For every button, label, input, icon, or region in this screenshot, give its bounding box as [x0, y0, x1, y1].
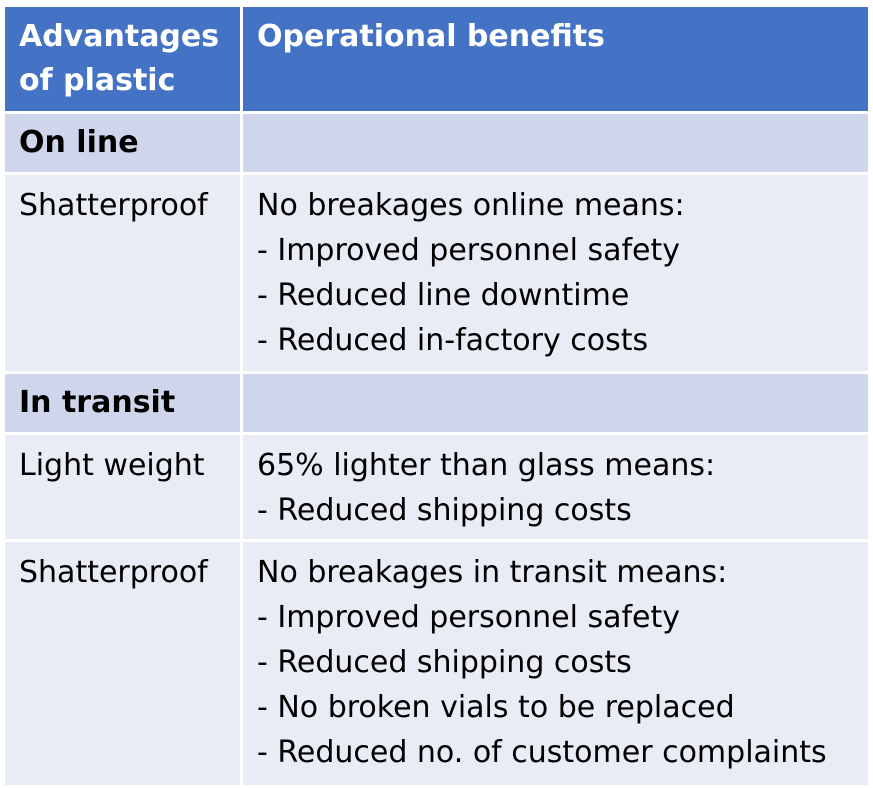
benefit-line: - Reduced shipping costs: [257, 493, 632, 528]
section-title: On line: [2, 111, 243, 175]
header-advantages: Advantages of plastic: [2, 4, 243, 114]
benefit-line: No breakages online means:: [257, 188, 685, 223]
table-row: Light weight 65% lighter than glass mean…: [2, 432, 871, 542]
advantage-cell: Light weight: [2, 432, 243, 542]
section-empty-cell: [240, 111, 871, 175]
advantage-cell: Shatterproof: [2, 539, 243, 788]
benefit-line: No breakages in transit means:: [257, 555, 728, 590]
benefit-line: 65% lighter than glass means:: [257, 448, 716, 483]
benefit-line: - No broken vials to be replaced: [257, 690, 735, 725]
benefits-cell: No breakages online means: - Improved pe…: [240, 172, 871, 374]
benefit-line: - Reduced in-factory costs: [257, 323, 649, 358]
benefit-line: - Reduced shipping costs: [257, 645, 632, 680]
section-row-on-line: On line: [2, 111, 871, 175]
benefit-line: - Improved personnel safety: [257, 600, 681, 635]
table-header-row: Advantages of plastic Operational benefi…: [2, 4, 871, 114]
benefit-line: - Reduced line downtime: [257, 278, 630, 313]
table-row: Shatterproof No breakages online means: …: [2, 172, 871, 374]
benefit-line: - Improved personnel safety: [257, 233, 681, 268]
advantage-cell: Shatterproof: [2, 172, 243, 374]
benefits-table: Advantages of plastic Operational benefi…: [2, 4, 871, 788]
section-title: In transit: [2, 371, 243, 435]
benefits-cell: 65% lighter than glass means: - Reduced …: [240, 432, 871, 542]
table-row: Shatterproof No breakages in transit mea…: [2, 539, 871, 788]
benefit-line: - Reduced no. of customer complaints: [257, 735, 827, 770]
header-operational-benefits: Operational benefits: [240, 4, 871, 114]
section-row-in-transit: In transit: [2, 371, 871, 435]
benefits-cell: No breakages in transit means: - Improve…: [240, 539, 871, 788]
section-empty-cell: [240, 371, 871, 435]
